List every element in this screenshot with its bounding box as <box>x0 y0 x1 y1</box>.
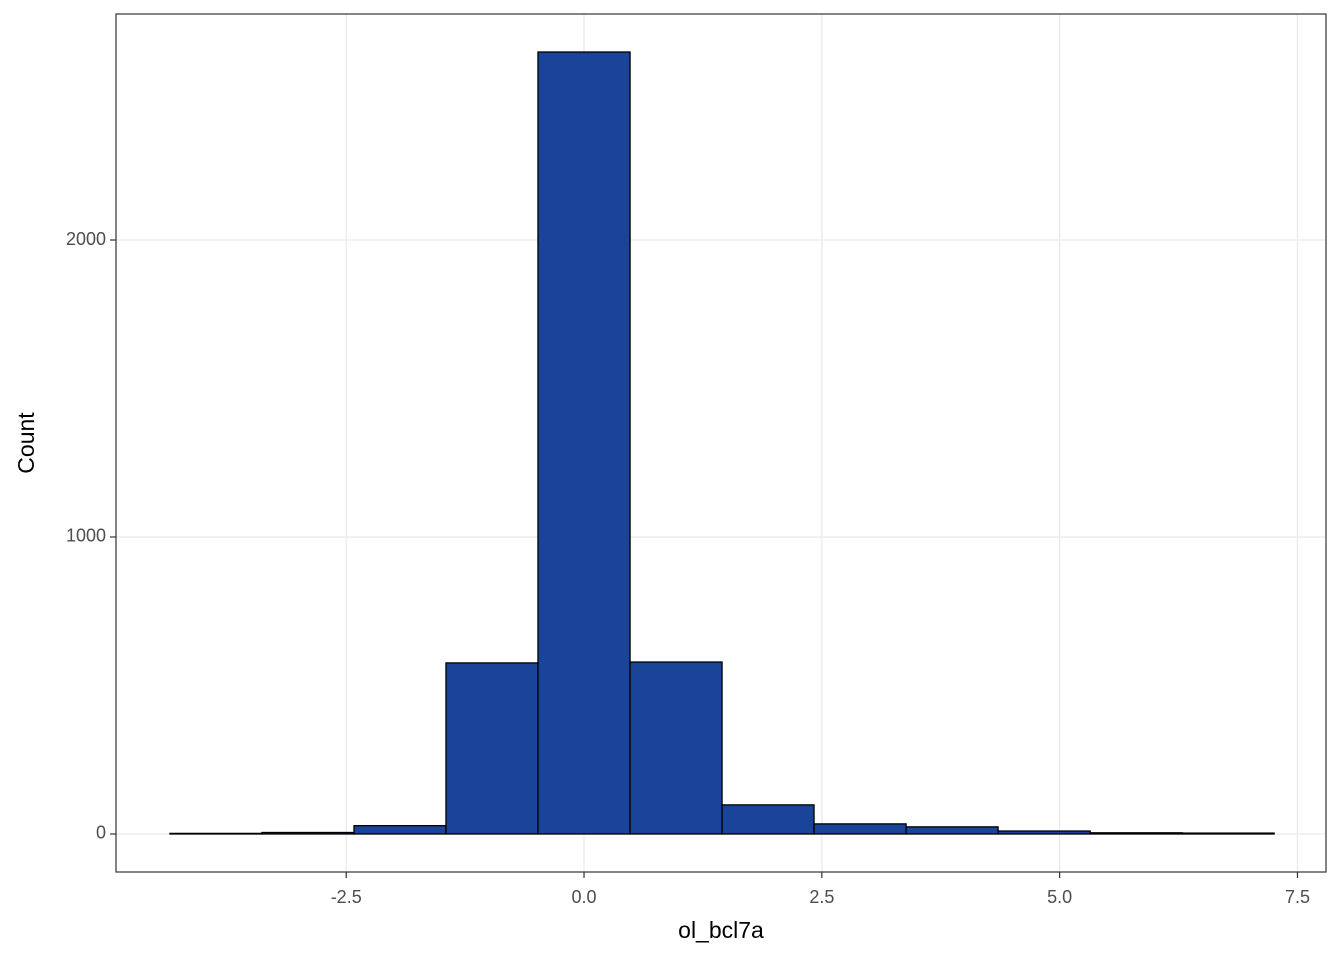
bar <box>905 826 999 835</box>
bar <box>353 825 447 835</box>
y-tick-label: 0 <box>96 823 106 843</box>
x-axis-title: ol_bcl7a <box>678 917 764 943</box>
x-tick-label: 0.0 <box>572 887 597 907</box>
bar <box>537 51 631 835</box>
x-tick-label: 5.0 <box>1047 887 1072 907</box>
bar <box>261 831 355 835</box>
bar <box>445 662 539 835</box>
y-axis-title: Count <box>13 412 39 474</box>
x-tick-label: -2.5 <box>331 887 362 907</box>
bar <box>813 823 907 835</box>
bar <box>629 661 723 835</box>
bar <box>169 832 263 835</box>
x-tick-label: 2.5 <box>809 887 834 907</box>
x-tick-label: 7.5 <box>1285 887 1310 907</box>
bars <box>169 51 1275 835</box>
bar <box>997 830 1091 835</box>
panel-border <box>115 13 1327 873</box>
bar <box>1181 832 1275 835</box>
y-tick-label: 1000 <box>66 526 106 546</box>
bar <box>1089 832 1183 835</box>
y-tick-label: 2000 <box>66 229 106 249</box>
bar <box>721 804 815 835</box>
